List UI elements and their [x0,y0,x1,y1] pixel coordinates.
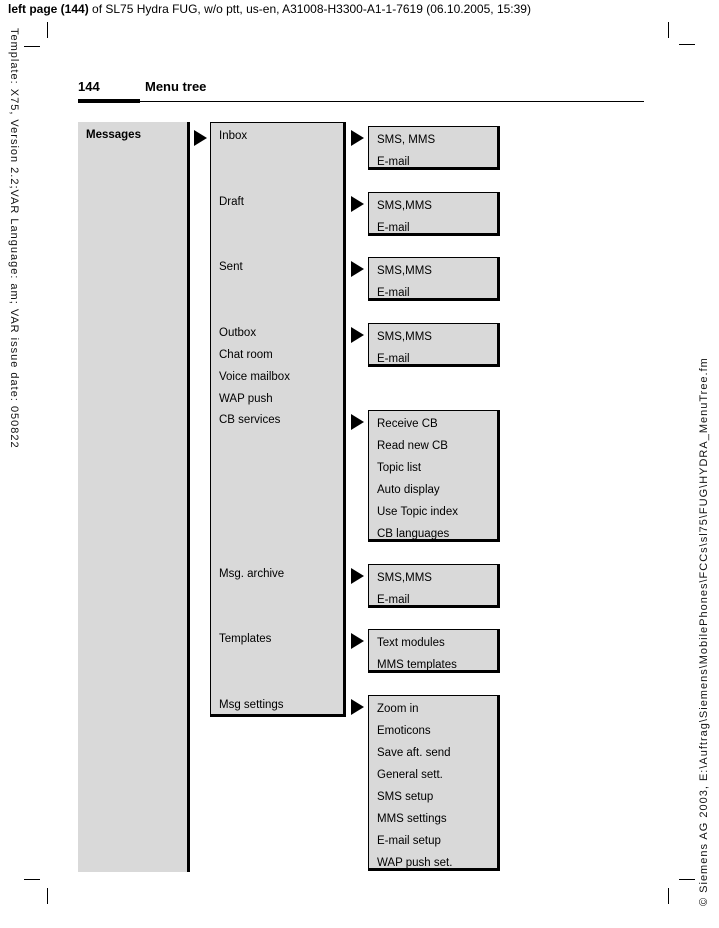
crop-mark-bottom-left-v [47,888,48,904]
file-info-header: left page (144) of SL75 Hydra FUG, w/o p… [8,2,531,16]
right-margin-text: © Siemens AG 2003, E:\Auftrag\Siemens\Mo… [698,357,710,906]
header-rule [78,101,644,102]
menu-level2-box: Inbox Draft Sent Outbox Chat room Voice … [210,122,346,717]
submenu-line: E-mail setup [377,835,441,847]
submenu-line: SMS,MMS [377,572,432,584]
submenu-line: Text modules [377,637,445,649]
messages-arrow-icon [194,130,207,146]
crop-mark-bottom-right-h [679,879,695,880]
submenu-line: E-mail [377,353,410,365]
submenu-box-sent: SMS,MMS E-mail [368,257,500,301]
header-rule-thick [78,99,140,103]
submenu-line: Read new CB [377,440,448,452]
submenu-line: Receive CB [377,418,438,430]
menu-root-label: Messages [86,129,141,141]
menu-item-templates: Templates [219,633,272,645]
menu-root-box: Messages [78,122,190,872]
submenu-line: Emoticons [377,725,431,737]
submenu-line: SMS,MMS [377,331,432,343]
submenu-line: Use Topic index [377,506,458,518]
submenu-line: MMS settings [377,813,447,825]
submenu-line: Auto display [377,484,440,496]
menu-item-wap-push: WAP push [219,393,273,405]
submenu-line: SMS setup [377,791,434,803]
cb-services-arrow-icon [351,414,364,430]
menu-item-voice-mailbox: Voice mailbox [219,371,290,383]
crop-mark-top-left-v [47,22,48,38]
menu-item-msg-archive: Msg. archive [219,568,285,580]
submenu-line: SMS,MMS [377,200,432,212]
menu-item-cb-services: CB services [219,414,281,426]
page-title: Menu tree [145,79,207,94]
msg-settings-arrow-icon [351,699,364,715]
file-info-header-bold: left page (144) [8,2,89,16]
crop-mark-top-right-h [679,44,695,45]
submenu-box-msg-settings: Zoom in Emoticons Save aft. send General… [368,695,500,871]
submenu-box-inbox: SMS, MMS E-mail [368,126,500,170]
submenu-line: E-mail [377,156,410,168]
menu-item-outbox: Outbox [219,327,257,339]
crop-mark-top-left-h [24,46,40,47]
left-margin-text: Template: X75, Version 2.2;VAR Language:… [8,28,20,449]
submenu-box-draft: SMS,MMS E-mail [368,192,500,236]
submenu-line: SMS, MMS [377,134,436,146]
submenu-line: SMS,MMS [377,265,432,277]
outbox-arrow-icon [351,327,364,343]
menu-item-chat-room: Chat room [219,349,273,361]
submenu-line: General sett. [377,769,443,781]
crop-mark-bottom-right-v [668,888,669,904]
submenu-line: Save aft. send [377,747,451,759]
inbox-arrow-icon [351,130,364,146]
menu-item-sent: Sent [219,261,243,273]
draft-arrow-icon [351,196,364,212]
menu-item-draft: Draft [219,196,244,208]
page-number: 144 [78,79,100,94]
submenu-line: Zoom in [377,703,419,715]
templates-arrow-icon [351,633,364,649]
submenu-line: E-mail [377,287,410,299]
crop-mark-bottom-left-h [24,879,40,880]
submenu-line: MMS templates [377,659,457,671]
submenu-line: WAP push set. [377,857,453,869]
file-info-header-rest: of SL75 Hydra FUG, w/o ptt, us-en, A3100… [88,2,531,16]
submenu-box-msg-archive: SMS,MMS E-mail [368,564,500,608]
sent-arrow-icon [351,261,364,277]
submenu-line: E-mail [377,222,410,234]
submenu-line: E-mail [377,594,410,606]
submenu-line: CB languages [377,528,450,540]
menu-item-msg-settings: Msg settings [219,699,284,711]
submenu-box-outbox: SMS,MMS E-mail [368,323,500,367]
submenu-box-cb-services: Receive CB Read new CB Topic list Auto d… [368,410,500,542]
crop-mark-top-right-v [668,22,669,38]
submenu-line: Topic list [377,462,422,474]
menu-item-inbox: Inbox [219,130,248,142]
msg-archive-arrow-icon [351,568,364,584]
submenu-box-templates: Text modules MMS templates [368,629,500,673]
